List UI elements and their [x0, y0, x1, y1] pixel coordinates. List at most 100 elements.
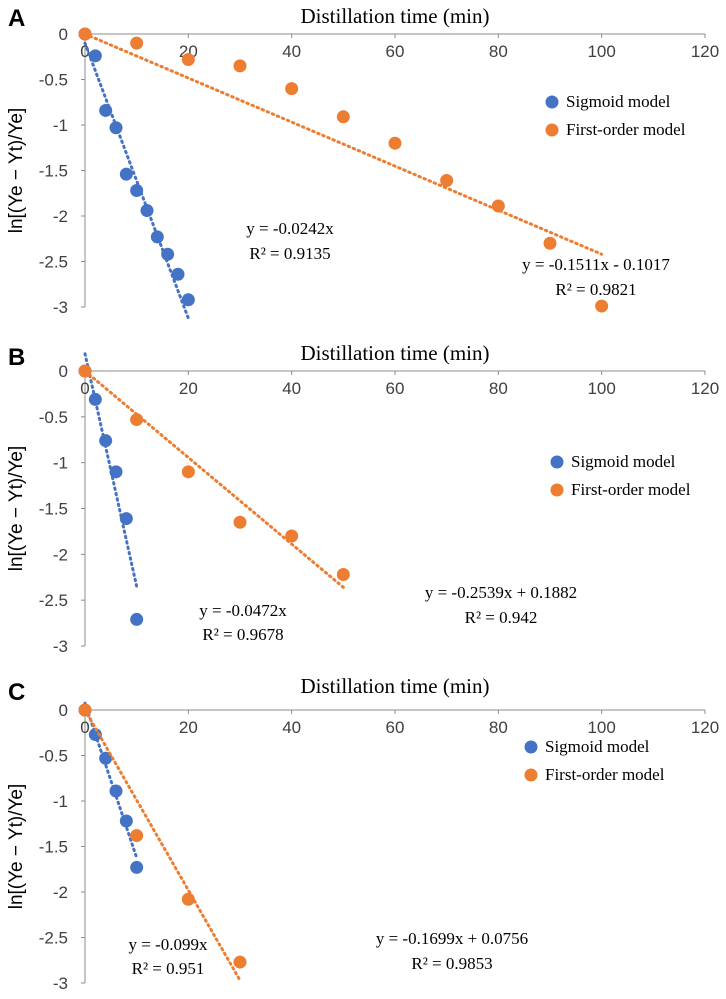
- chart-panel-b: 0 20 40 60 80 100 120 0 -0.5 -1 -1.5 -2 -2.5 -3 Distil…: [6, 341, 719, 656]
- data-point: [130, 184, 144, 198]
- trend-r2: R² = 0.9821: [555, 280, 636, 299]
- y-tick-label: -3: [53, 637, 68, 656]
- legend-label: Sigmoid model: [566, 92, 671, 111]
- trend-r2: R² = 0.9853: [411, 954, 492, 973]
- y-axis-label: ln[(Ye − Yt)/Ye]: [6, 784, 27, 910]
- x-tick-label: 40: [282, 718, 301, 737]
- data-point: [233, 59, 247, 73]
- data-point: [99, 434, 113, 448]
- data-point: [109, 121, 123, 135]
- trend-r2: R² = 0.951: [132, 959, 205, 978]
- data-point: [130, 612, 144, 626]
- trend-equation: y = -0.2539x + 0.1882: [425, 583, 577, 602]
- legend-marker: [550, 455, 564, 469]
- x-tick-label: 80: [489, 718, 508, 737]
- data-point: [595, 299, 609, 313]
- data-point: [388, 136, 402, 150]
- y-tick-label: -1: [53, 116, 68, 135]
- trendline: [83, 41, 190, 320]
- data-point: [78, 364, 92, 378]
- x-tick-label: 100: [587, 718, 615, 737]
- x-tick-label: 60: [386, 42, 405, 61]
- data-point: [181, 892, 195, 906]
- trend-equation: y = -0.0472x: [199, 601, 287, 620]
- legend-label: First-order model: [571, 480, 691, 499]
- y-tick-label: -0.5: [39, 408, 68, 427]
- data-point: [181, 52, 195, 66]
- data-point: [285, 529, 299, 543]
- x-tick-label: 40: [282, 42, 301, 61]
- panel-label: C: [8, 679, 25, 706]
- trend-equation: y = -0.1699x + 0.0756: [376, 929, 528, 948]
- y-tick-label: -0.5: [39, 71, 68, 90]
- data-point: [130, 36, 144, 50]
- x-tick-label: 80: [489, 42, 508, 61]
- data-point: [440, 174, 454, 188]
- chart-title: Distillation time (min): [301, 341, 490, 365]
- y-tick-label: 0: [59, 701, 68, 720]
- x-tick-label: 60: [386, 379, 405, 398]
- y-tick-label: -3: [53, 974, 68, 993]
- trend-r2: R² = 0.9678: [202, 625, 283, 644]
- data-point: [119, 512, 133, 526]
- y-tick-label: -2.5: [39, 253, 68, 272]
- legend-label: First-order model: [566, 120, 686, 139]
- y-tick-label: -2: [53, 207, 68, 226]
- data-point: [336, 568, 350, 581]
- data-point: [88, 49, 102, 63]
- series-sigmoid: [78, 352, 144, 626]
- y-axis-label: ln[(Ye − Yt)/Ye]: [6, 446, 27, 572]
- data-point: [119, 814, 133, 828]
- y-tick-label: -1.5: [39, 838, 68, 857]
- chart-panel-a: 0 20 40 60 80 100 1200-0.5-1-1.5-2-2.5-3Distil…: [6, 4, 719, 320]
- data-point: [181, 465, 195, 479]
- trendline: [83, 369, 345, 589]
- legend-label: Sigmoid model: [545, 737, 650, 756]
- trend-r2: R² = 0.942: [465, 608, 538, 627]
- legend-marker: [550, 483, 564, 497]
- x-tick-label: 120: [691, 379, 719, 398]
- data-point: [78, 27, 92, 41]
- series-first-order: [78, 703, 247, 982]
- data-point: [119, 167, 133, 181]
- panel-label: B: [8, 344, 25, 371]
- data-point: [130, 829, 144, 843]
- y-tick-label: 0: [59, 25, 68, 44]
- x-tick-label: 120: [691, 718, 719, 737]
- legend-marker: [524, 768, 538, 782]
- chart-title: Distillation time (min): [301, 4, 490, 28]
- y-tick-label: -0.5: [39, 747, 68, 766]
- legend-marker: [524, 740, 538, 754]
- y-tick-label: -3: [53, 298, 68, 317]
- x-tick-label: 20: [179, 379, 198, 398]
- trendline: [83, 708, 242, 982]
- y-tick-label: 0: [59, 362, 68, 381]
- data-point: [99, 751, 113, 765]
- series-sigmoid: [78, 27, 195, 320]
- x-tick-label: 100: [587, 42, 615, 61]
- y-tick-label: -2.5: [39, 929, 68, 948]
- trendline: [83, 32, 604, 256]
- data-point: [336, 110, 350, 124]
- y-tick-label: -2: [53, 545, 68, 564]
- trend-equation: y = -0.0242x: [246, 219, 334, 238]
- legend-label: Sigmoid model: [571, 452, 676, 471]
- y-tick-label: -1: [53, 454, 68, 473]
- y-tick-label: -1.5: [39, 162, 68, 181]
- data-point: [171, 267, 185, 281]
- y-tick-label: -2: [53, 883, 68, 902]
- x-tick-label: 0: [80, 379, 89, 398]
- x-tick-label: 60: [386, 718, 405, 737]
- data-point: [88, 392, 102, 406]
- legend-marker: [545, 123, 559, 137]
- y-tick-label: -1: [53, 792, 68, 811]
- data-point: [150, 230, 164, 244]
- x-tick-label: 20: [179, 718, 198, 737]
- y-tick-label: -1.5: [39, 500, 68, 519]
- data-point: [491, 199, 505, 213]
- trend-equation: y = -0.099x: [129, 935, 208, 954]
- chart-panel-c: 0 20 40 60 80 100 120 0 -0.5 -1 -1.5 -2 -2.5 -3 Distil…: [6, 674, 719, 993]
- x-tick-label: 40: [282, 379, 301, 398]
- legend-marker: [545, 95, 559, 109]
- data-point: [233, 515, 247, 529]
